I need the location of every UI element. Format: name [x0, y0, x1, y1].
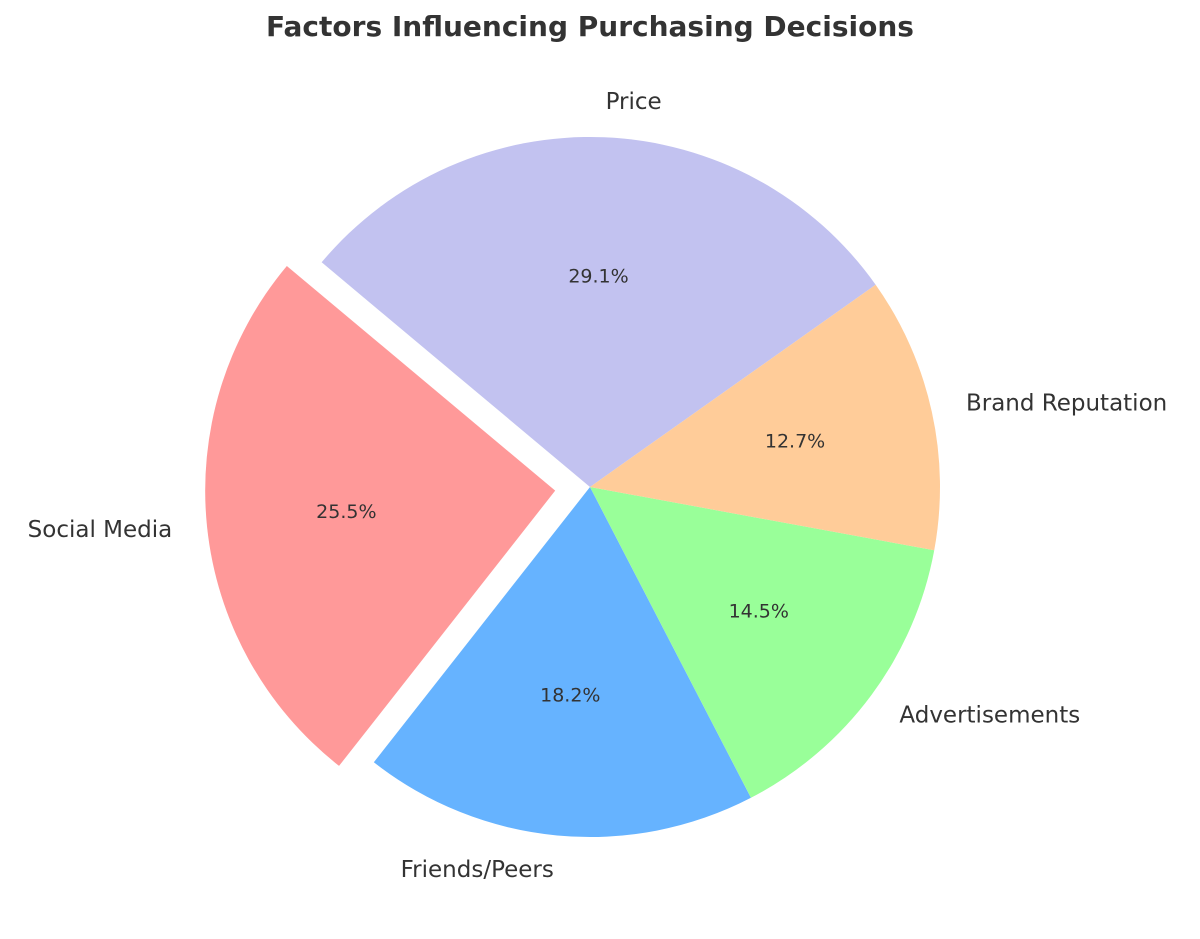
slice-label: Friends/Peers	[401, 857, 554, 883]
slice-label: Price	[606, 89, 662, 115]
percent-label: 25.5%	[316, 501, 376, 523]
pie-slice	[590, 284, 941, 551]
pie-slice	[373, 487, 751, 838]
pie-slice	[590, 487, 935, 798]
percent-label: 18.2%	[540, 685, 600, 707]
pie-slice	[321, 137, 876, 488]
slice-label: Brand Reputation	[966, 391, 1167, 417]
percent-label: 29.1%	[568, 266, 628, 288]
chart-title: Factors Influencing Purchasing Decisions	[266, 10, 914, 43]
pie-slice	[205, 265, 556, 766]
slice-label: Advertisements	[899, 703, 1080, 729]
percent-label: 14.5%	[729, 600, 789, 622]
slice-label: Social Media	[28, 517, 173, 543]
percent-label: 12.7%	[765, 430, 825, 452]
